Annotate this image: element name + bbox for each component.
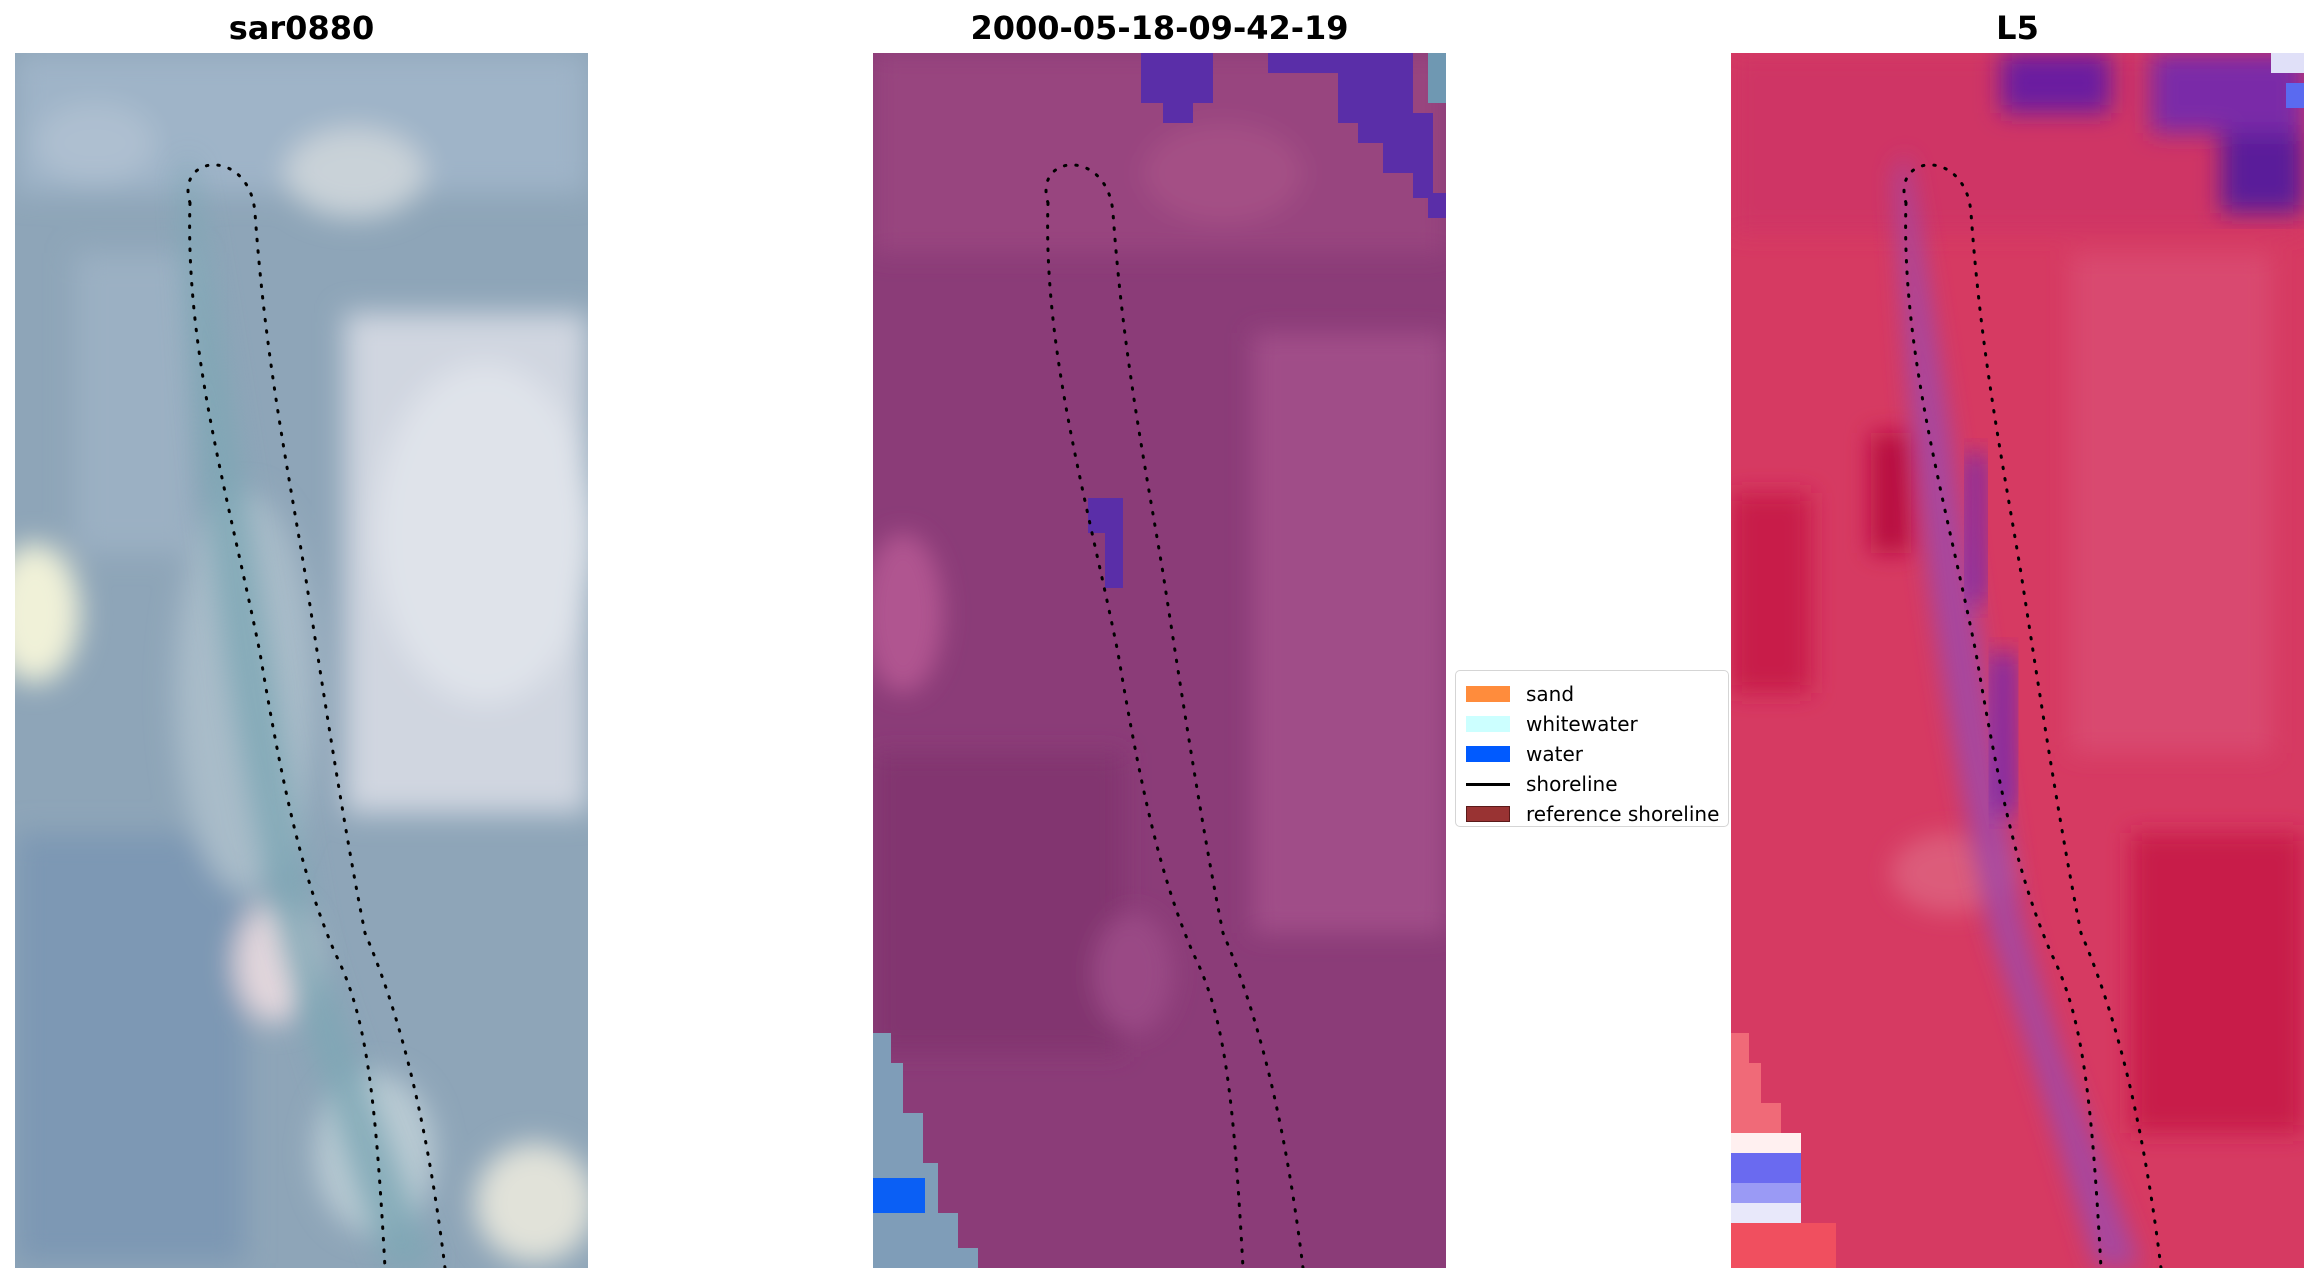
legend: sand whitewater water shoreline referenc… <box>1455 670 1729 827</box>
index-image-panel <box>1731 53 2304 1268</box>
legend-label-sand: sand <box>1526 682 1575 706</box>
shoreline-overlay <box>186 163 447 1268</box>
shoreline-overlay-2 <box>1044 163 1305 1268</box>
index-image <box>1731 53 2304 1268</box>
legend-label-water: water <box>1526 742 1583 766</box>
classified-image-panel <box>873 53 1446 1268</box>
water-class-region-bottom <box>873 1178 925 1213</box>
classified-image <box>873 53 1446 1268</box>
legend-line-shoreline <box>1466 782 1510 786</box>
water-class-region-top <box>1141 53 1213 123</box>
legend-item-sand: sand <box>1466 679 1718 709</box>
panel-title-rgb: sar0880 <box>228 9 375 47</box>
legend-item-water: water <box>1466 739 1718 769</box>
legend-label-shoreline: shoreline <box>1526 772 1618 796</box>
shoreline-line-2 <box>188 201 387 1268</box>
legend-item-reference-shoreline: reference shoreline <box>1466 799 1720 829</box>
legend-label-whitewater: whitewater <box>1526 712 1638 736</box>
rgb-image-panel <box>15 53 588 1268</box>
legend-item-whitewater: whitewater <box>1466 709 1718 739</box>
water-class-region-middle <box>1088 498 1123 588</box>
legend-label-reference-shoreline: reference shoreline <box>1526 802 1720 826</box>
legend-swatch-whitewater <box>1466 716 1510 732</box>
panel-title-index: L5 <box>1996 9 2039 47</box>
legend-item-shoreline: shoreline <box>1466 769 1718 799</box>
legend-swatch-sand <box>1466 686 1510 702</box>
legend-swatch-water <box>1466 746 1510 762</box>
rgb-satellite-image <box>15 53 588 1268</box>
shoreline-overlay-3 <box>1902 163 2163 1268</box>
shoreline-line <box>186 163 447 1268</box>
legend-swatch-reference-shoreline <box>1466 806 1510 822</box>
water-class-region-topright <box>1268 53 1446 218</box>
panel-title-date: 2000-05-18-09-42-19 <box>970 9 1349 47</box>
